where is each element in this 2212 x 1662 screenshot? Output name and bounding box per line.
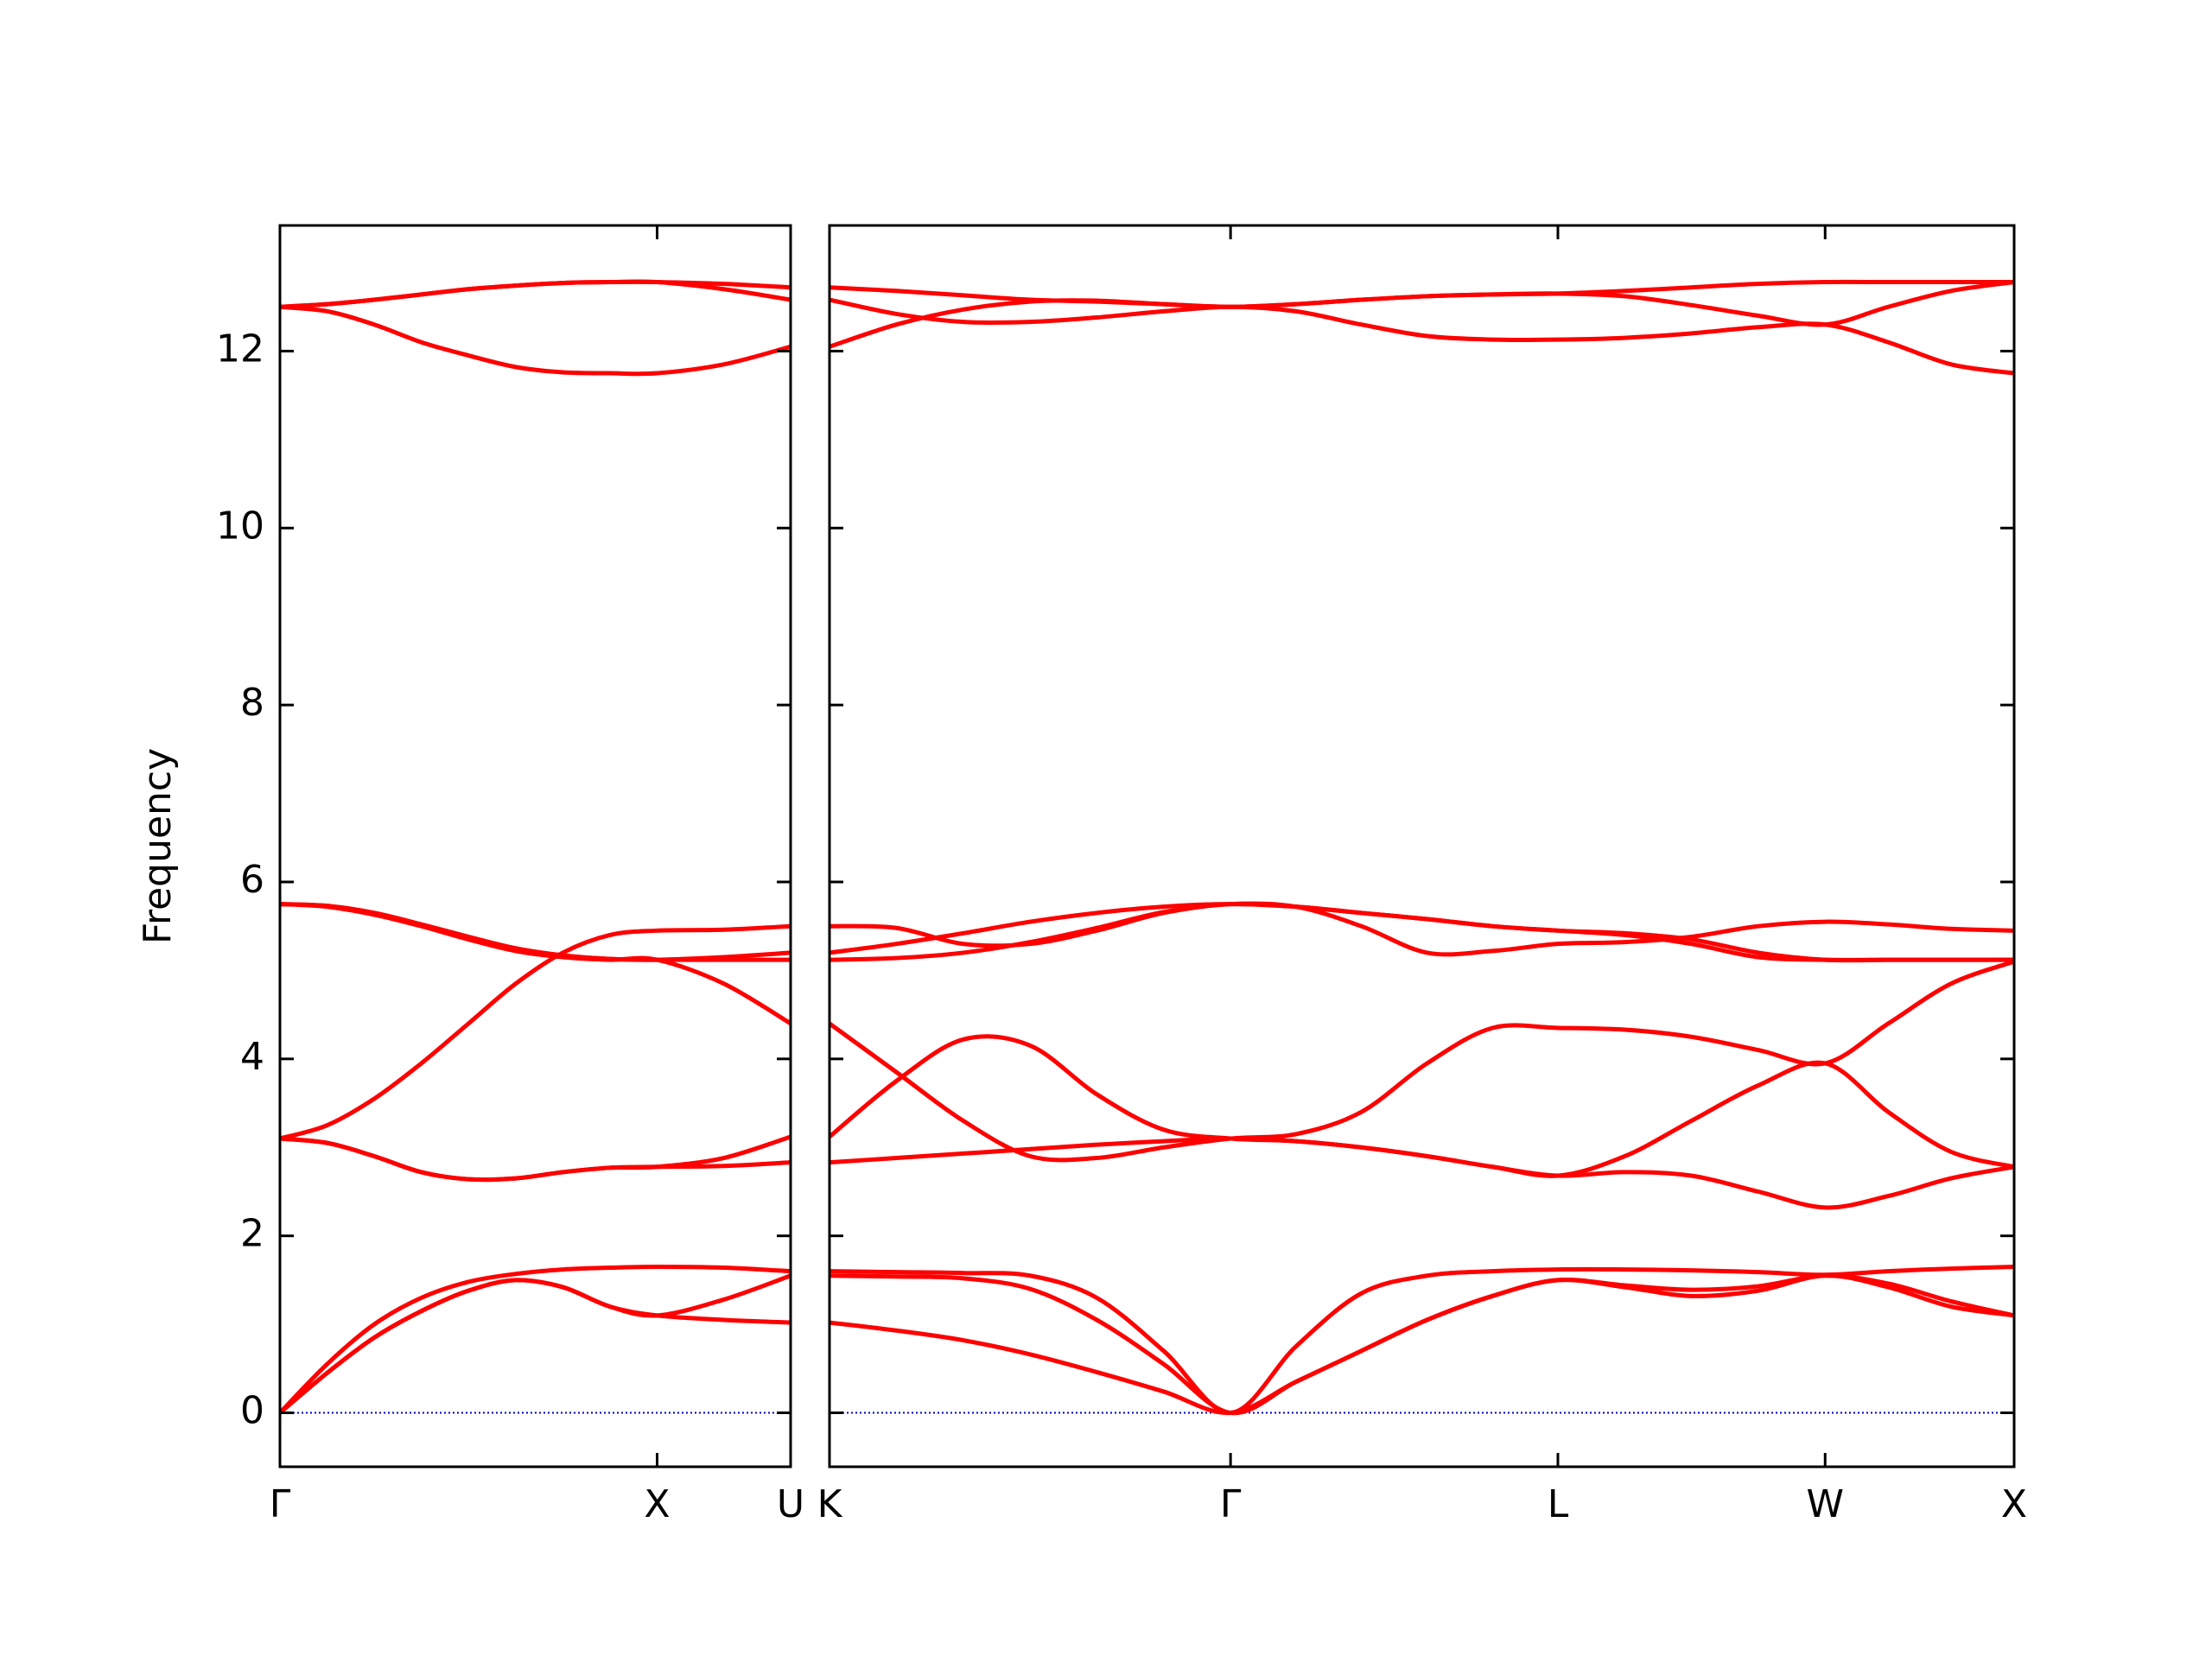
band-line (280, 1273, 791, 1415)
band-line (280, 279, 791, 309)
x-tick-label: L (1548, 1482, 1569, 1526)
x-tick-label: K (817, 1482, 843, 1526)
y-tick-label: 12 (216, 327, 264, 371)
band-line (280, 902, 791, 1026)
band-line (830, 902, 2014, 962)
plot-frame (278, 224, 792, 1469)
band-line (280, 304, 791, 377)
x-tick-label: X (2001, 1482, 2027, 1526)
y-tick-label: 6 (240, 858, 264, 902)
band-line (830, 959, 2014, 1163)
y-tick-label: 0 (240, 1389, 264, 1433)
band-line (830, 1273, 2014, 1416)
x-tick-label: X (644, 1482, 670, 1526)
band-line (830, 1273, 2014, 1416)
band-line (280, 1134, 791, 1183)
band-line (830, 1265, 2014, 1416)
band-line (280, 902, 791, 962)
y-tick-label: 10 (216, 504, 264, 548)
x-tick-label: Γ (270, 1482, 291, 1526)
x-tick-label: W (1807, 1482, 1845, 1526)
band-line (830, 280, 2014, 327)
x-tick-label: Γ (1220, 1482, 1242, 1526)
x-tick-label: U (777, 1482, 804, 1526)
y-tick-label: 2 (240, 1212, 264, 1256)
y-tick-label: 4 (240, 1035, 264, 1079)
band-line (280, 923, 791, 1141)
y-tick-label: 8 (240, 681, 264, 725)
y-axis-label: Frequency (136, 748, 180, 944)
plot-frame (828, 224, 2016, 1469)
band-line (280, 1278, 791, 1415)
band-line (280, 1265, 791, 1415)
band-line (830, 297, 2014, 376)
